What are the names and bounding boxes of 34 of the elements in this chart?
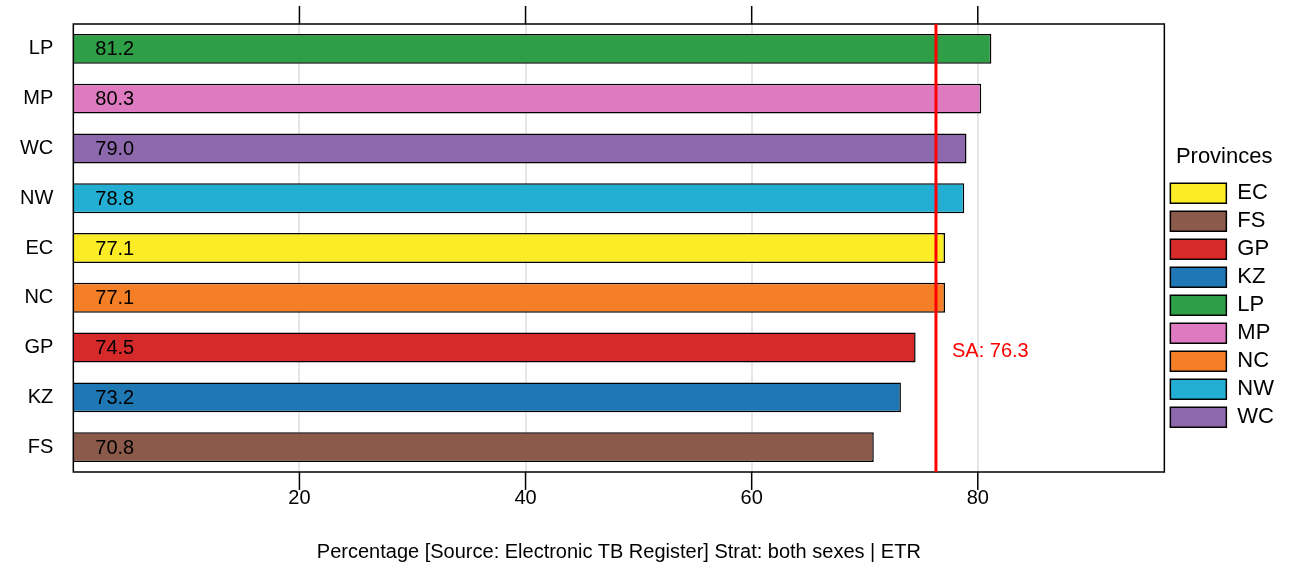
x-tick-label: 40	[514, 485, 537, 508]
legend-label: EC	[1237, 179, 1269, 205]
legend-label: FS	[1237, 207, 1266, 233]
text: 78.8	[95, 186, 135, 209]
x-tick-label: 60	[740, 485, 763, 508]
legend-label: KZ	[1237, 263, 1266, 289]
text: 77.1	[95, 236, 135, 259]
legend-label: MP	[1237, 319, 1271, 345]
text: 81.2	[95, 37, 135, 60]
y-tick-label: NW	[19, 185, 54, 208]
legend-label: LP	[1237, 291, 1265, 317]
x-tick-label: 20	[288, 485, 311, 508]
y-tick-label: EC	[25, 235, 54, 258]
legend-title: Provinces	[1175, 142, 1273, 168]
text: 73.2	[95, 385, 135, 408]
y-tick-label: MP	[23, 86, 54, 109]
text: 70.8	[95, 435, 135, 458]
text: 80.3	[95, 87, 135, 110]
text: 77.1	[95, 286, 135, 309]
y-tick-label: LP	[28, 36, 54, 59]
x-tick-label: 80	[966, 485, 989, 508]
y-tick-label: FS	[27, 434, 54, 457]
x-axis-title: Percentage [Source: Electronic TB Register] Strat: both sexes | ETR	[316, 539, 921, 562]
text: 74.5	[95, 336, 135, 359]
ref-line-label: SA: 76.3	[951, 338, 1029, 361]
legend-label: NC	[1237, 347, 1270, 373]
legend-label: NW	[1237, 375, 1275, 401]
text: 79.0	[95, 136, 135, 159]
y-tick-label: WC	[19, 135, 54, 158]
y-tick-label: KZ	[27, 384, 54, 407]
y-tick-label: GP	[24, 335, 54, 358]
legend-label: WC	[1237, 403, 1275, 429]
legend-label: GP	[1237, 235, 1270, 261]
y-tick-label: NC	[24, 285, 54, 308]
